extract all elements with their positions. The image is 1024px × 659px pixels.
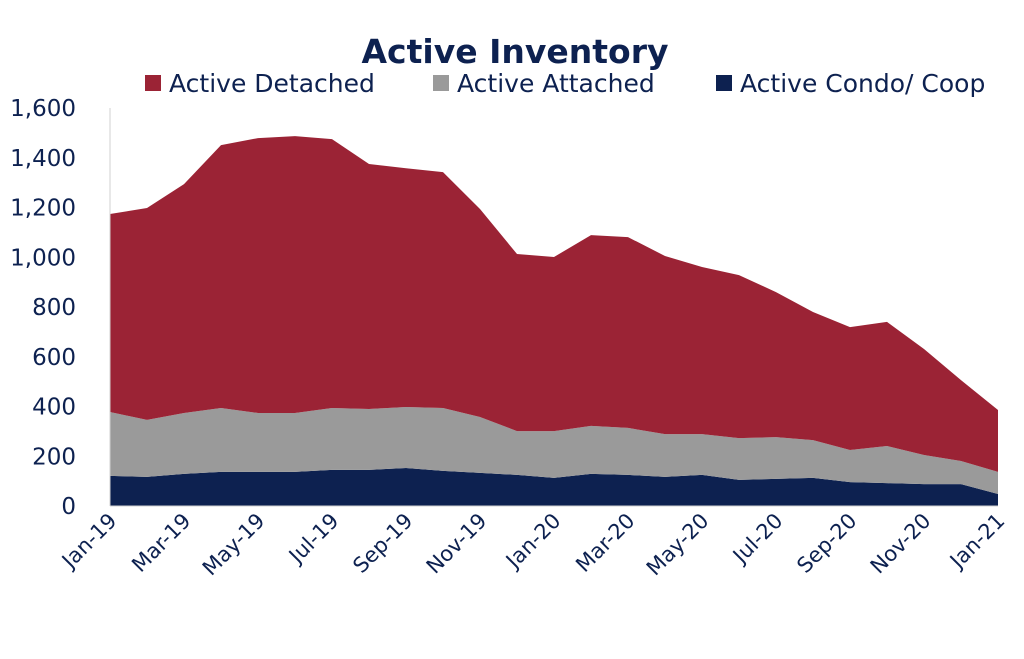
y-tick-label: 1,000 (10, 245, 76, 271)
legend-swatch (145, 75, 161, 91)
y-tick-label: 1,400 (10, 146, 76, 172)
x-tick-label: Nov-19 (422, 509, 492, 579)
y-tick-label: 1,600 (10, 96, 76, 122)
x-axis: Jan-19 Mar-19 May-19 Jul-19 Sep-19 Nov-19 Jan-… (56, 505, 1010, 581)
legend-label: Active Condo/ Coop (740, 69, 985, 98)
x-tick-label: Jan-21 (944, 509, 1010, 575)
x-tick-label: Jul-20 (727, 509, 788, 570)
y-tick-label: 0 (61, 494, 76, 520)
y-axis: 0 200 400 600 800 1,000 1,200 1,400 1,600 (10, 96, 111, 520)
areas (110, 136, 998, 506)
y-tick-label: 800 (32, 295, 76, 321)
x-tick-label: Sep-20 (792, 509, 861, 578)
x-tick-label: Jan-20 (500, 509, 566, 575)
x-tick-label: Mar-19 (127, 509, 195, 577)
x-tick-label: Sep-19 (348, 509, 417, 578)
legend-swatch (716, 75, 732, 91)
legend-label: Active Attached (457, 69, 655, 98)
x-tick-label: May-20 (642, 509, 714, 581)
y-tick-label: 1,200 (10, 196, 76, 222)
x-tick-label: Mar-20 (571, 509, 639, 577)
y-tick-label: 200 (32, 444, 76, 470)
y-tick-label: 400 (32, 395, 76, 421)
legend-label: Active Detached (169, 69, 375, 98)
x-tick-label: Nov-20 (866, 509, 936, 579)
x-tick-label: May-19 (198, 509, 270, 581)
chart-title: Active Inventory (362, 32, 669, 71)
legend-swatch (433, 75, 449, 91)
area-active-detached (110, 136, 998, 472)
x-tick-label: Jul-19 (283, 509, 344, 570)
legend: Active Detached Active Attached Active Con… (145, 69, 985, 98)
y-tick-label: 600 (32, 345, 76, 371)
area-active-attached (110, 406, 998, 495)
area-active-condo-coop (110, 467, 998, 506)
